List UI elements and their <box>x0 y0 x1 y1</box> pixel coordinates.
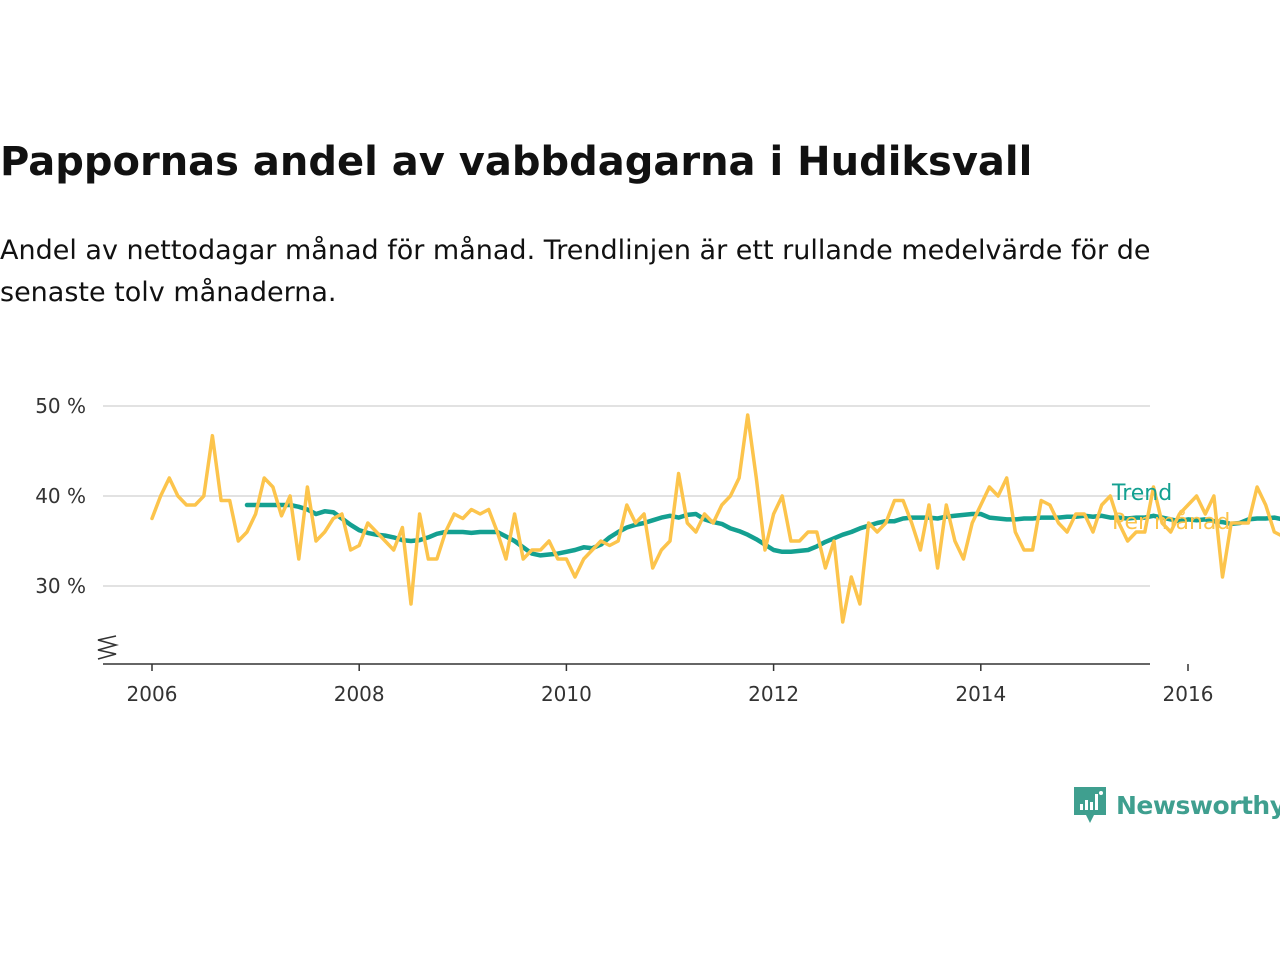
chart-subtitle: Andel av nettodagar månad för månad. Tre… <box>0 235 1151 308</box>
axis-break-icon <box>97 635 119 660</box>
legend: Per månad Trend <box>1111 481 1230 535</box>
newsworthy-logo-icon <box>1074 787 1106 823</box>
x-tick-label: 2012 <box>748 682 799 706</box>
y-tick-label: 30 % <box>35 574 86 598</box>
y-axis: 30 % 40 % 50 % <box>35 394 119 660</box>
legend-label: Trend <box>1111 481 1172 506</box>
chart-title: Pappornas andel av vabbdagarna i Hudiksv… <box>0 139 1033 185</box>
brand-name: Newsworthy <box>1116 790 1280 820</box>
x-tick-label: 2010 <box>541 682 592 706</box>
x-axis: 2006200820102012201420162018202020222024 <box>103 663 1214 706</box>
series-group <box>150 413 1280 624</box>
y-tick-label: 40 % <box>35 484 86 508</box>
x-tick-label: 2016 <box>1163 682 1214 706</box>
legend-label: Per månad <box>1112 509 1230 535</box>
gridlines <box>103 405 1150 587</box>
line-chart: 30 %40 %50 % 200620082010201220142016201… <box>35 394 1280 706</box>
x-tick-label: 2008 <box>334 682 385 706</box>
trend-line <box>244 502 1280 558</box>
monthly-line <box>150 413 1280 624</box>
x-tick-label: 2006 <box>127 682 178 706</box>
brand-logo: Newsworthy <box>1072 785 1280 825</box>
y-tick-label: 50 % <box>35 394 86 418</box>
x-tick-label: 2014 <box>955 682 1006 706</box>
